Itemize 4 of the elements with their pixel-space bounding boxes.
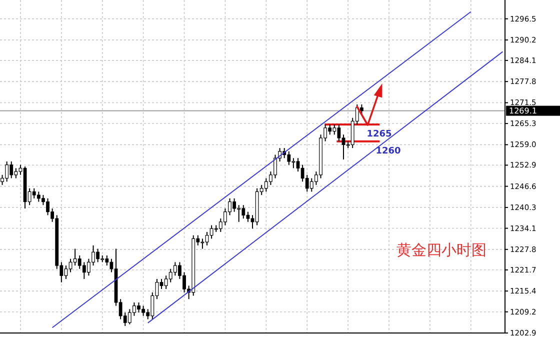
- ref-line-label: 1260: [376, 146, 401, 156]
- ref-line-label: 1265: [366, 130, 392, 140]
- annotation: 黄金四小时图: [396, 241, 487, 259]
- ref-line-label: 1269.1: [509, 106, 537, 116]
